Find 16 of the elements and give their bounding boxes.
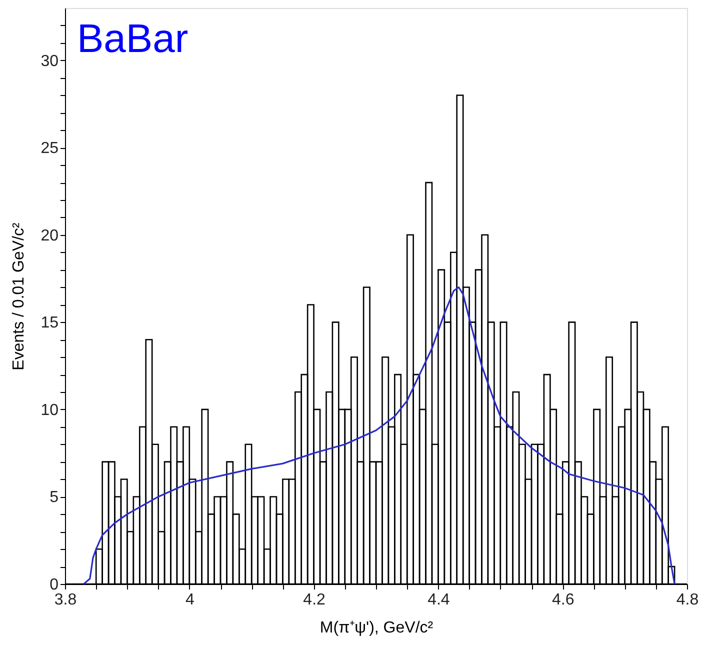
x-tick-label: 4.2 [303, 592, 326, 608]
annotation: BaBar [77, 17, 188, 61]
y-axis-title: Events / 0.01 GeV/c² [10, 222, 28, 370]
y-tick-label: 5 [50, 489, 59, 506]
y-tick-label: 30 [40, 52, 59, 70]
y-tick-label: 15 [40, 314, 59, 332]
x-axis-title: M(π⁺ψ'), GeV/c² [320, 620, 434, 636]
x-tick-label: 4.6 [552, 592, 574, 608]
y-tick-label: 0 [50, 576, 59, 594]
x-tick-label: 4 [185, 592, 194, 608]
y-tick-label: 10 [40, 402, 59, 419]
y-tick-label: 20 [40, 227, 59, 244]
x-tick-label: 4.8 [676, 592, 699, 608]
x-tick-label: 3.8 [54, 592, 77, 608]
y-tick-label: 25 [40, 140, 59, 158]
x-tick-label: 4.4 [428, 592, 450, 608]
